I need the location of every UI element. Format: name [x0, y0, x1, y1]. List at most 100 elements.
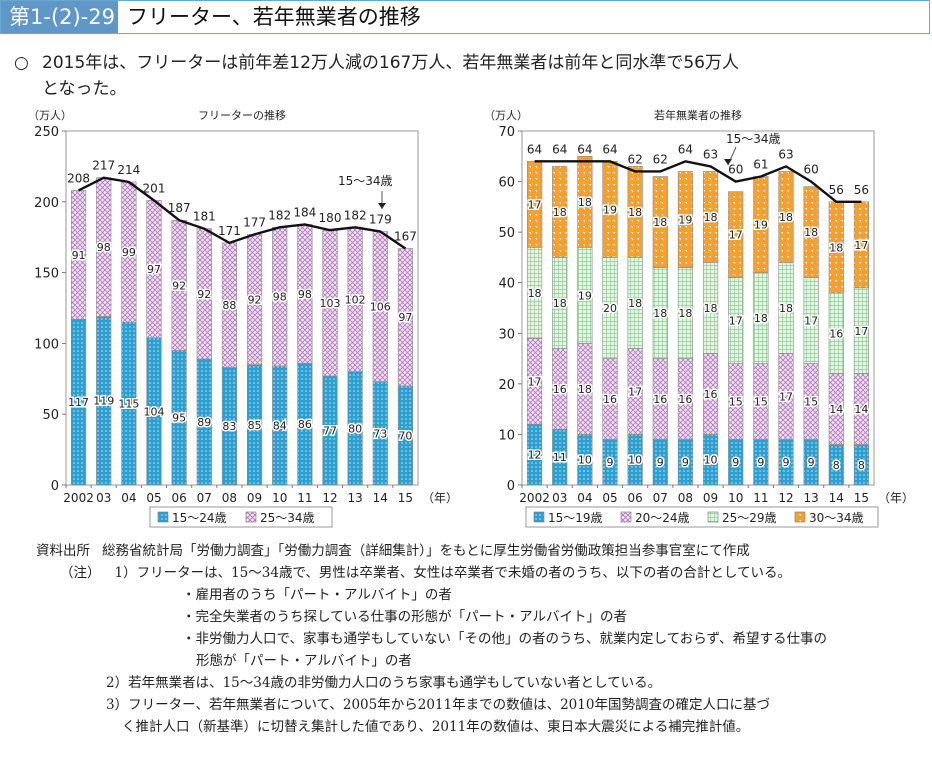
x-tick-label: 05: [602, 491, 617, 505]
figure-title: フリーター、若年無業者の推移: [127, 5, 421, 29]
figure-title-bar: 第1-(2)-29図 フリーター、若年無業者の推移: [0, 0, 930, 61]
x-tick-label: 08: [678, 491, 693, 505]
x-tick-label: 13: [348, 491, 363, 505]
data-label: 9: [783, 456, 790, 469]
total-label: 64: [678, 142, 693, 156]
x-tick-label: 08: [222, 491, 237, 505]
total-line: [534, 160, 862, 204]
neet-chart: （万人） 若年無業者の推移 0 10 20 30 40 50 60 70 12 17 18 17 2002 1…: [484, 108, 914, 528]
data-label: 16: [678, 393, 692, 406]
total-line: [78, 176, 407, 250]
data-label: 18: [678, 307, 692, 320]
legend-label: 15～24歳: [172, 511, 227, 525]
data-label: 102: [345, 294, 366, 307]
data-label: 19: [754, 219, 768, 232]
data-label: 9: [607, 456, 614, 469]
data-label: 16: [603, 393, 617, 406]
data-label: 17: [779, 391, 793, 404]
data-label: 88: [222, 299, 236, 312]
legend-box: [149, 506, 333, 528]
data-label: 9: [757, 456, 764, 469]
x-tick-label: 05: [146, 491, 161, 505]
data-label: 70: [398, 429, 412, 442]
summary-bullet: ○: [14, 53, 29, 73]
data-label: 19: [678, 214, 692, 227]
data-label: 10: [578, 454, 592, 467]
plot-frame: [521, 130, 875, 486]
x-axis-unit: （年）: [422, 491, 458, 505]
data-label: 84: [273, 420, 287, 433]
data-label: 18: [628, 297, 642, 310]
bar-4-15: [853, 201, 870, 289]
data-label: 86: [298, 418, 312, 431]
total-label: 181: [193, 210, 216, 224]
data-label: 92: [197, 288, 211, 301]
legend-label: 20～24歳: [635, 511, 690, 525]
source-text: 総務省統計局「労働力調査」「労働力調査（詳細集計）」をもとに厚生労働省労働政策担…: [102, 543, 750, 559]
data-label: 19: [578, 289, 592, 302]
data-label: 18: [653, 307, 667, 320]
data-label: 17: [854, 325, 868, 338]
x-tick-label: 10: [728, 491, 743, 505]
data-label: 104: [144, 405, 165, 418]
data-label: 18: [829, 241, 843, 254]
note-2: 2）若年無業者は、15～34歳の非労働力人口のうち家事も通学もしていない者として…: [106, 675, 662, 691]
total-label: 60: [728, 163, 743, 177]
x-tick-label: 11: [753, 491, 768, 505]
bar-4-04: [577, 155, 593, 248]
data-label: 8: [858, 459, 865, 472]
summary-line-2: となった。: [42, 79, 127, 99]
legend-box: [525, 506, 879, 528]
data-label: 17: [804, 315, 818, 328]
y-tick-label: 50: [42, 408, 59, 423]
note-1: 1）フリーターは、15～34歳で、男性は卒業者、女性は卒業者で未婚の者のうち、以…: [114, 565, 792, 581]
y-tick-label: 100: [34, 337, 59, 352]
y-tick-label: 20: [498, 378, 515, 393]
notes: 資料出所 総務省統計局「労働力調査」「労働力調査（詳細集計）」をもとに厚生労働省労…: [36, 540, 926, 738]
x-tick-label: 14: [373, 491, 388, 505]
x-tick-label: 2002: [519, 491, 550, 505]
x-tick-label: 09: [247, 491, 262, 505]
bar-4-06: [627, 166, 643, 258]
x-tick-label: 04: [577, 491, 592, 505]
total-label: 208: [67, 171, 90, 185]
data-label: 103: [320, 297, 341, 310]
data-label: 17: [729, 315, 743, 328]
data-label: 15: [729, 396, 743, 409]
data-label: 17: [729, 229, 743, 242]
data-label: 14: [854, 403, 868, 416]
x-tick-label: 12: [322, 491, 337, 505]
total-label: 214: [117, 163, 140, 177]
bar-4-10: [728, 191, 744, 278]
data-label: 92: [248, 294, 262, 307]
note-1b: ・完全失業者のうち探している仕事の形態が「パート・アルバイト」の者: [182, 609, 627, 625]
total-label: 56: [829, 183, 844, 197]
data-label: 14: [829, 403, 843, 416]
bar-4-13: [803, 186, 819, 278]
total-label: 62: [653, 152, 668, 166]
data-label: 8: [833, 459, 840, 472]
total-label: 62: [628, 152, 643, 166]
legend-swatch: [707, 511, 719, 523]
data-label: 17: [528, 375, 542, 388]
data-label: 19: [603, 203, 617, 216]
bar-4-12: [778, 171, 794, 263]
total-label: 201: [143, 181, 166, 195]
total-label: 64: [527, 142, 542, 156]
data-label: 97: [398, 311, 412, 324]
data-label: 18: [804, 226, 818, 239]
total-label: 167: [394, 230, 417, 244]
data-label: 85: [248, 419, 262, 432]
data-label: 9: [808, 456, 815, 469]
data-label: 73: [373, 427, 387, 440]
data-label: 9: [732, 456, 739, 469]
data-label: 15: [754, 396, 768, 409]
data-label: 18: [704, 211, 718, 224]
x-tick-label: 06: [172, 491, 187, 505]
data-label: 98: [298, 288, 312, 301]
bar-4-2002: [526, 161, 543, 248]
total-label: 184: [293, 205, 316, 219]
data-label: 17: [528, 198, 542, 211]
data-label: 77: [323, 424, 337, 437]
data-label: 18: [553, 206, 567, 219]
